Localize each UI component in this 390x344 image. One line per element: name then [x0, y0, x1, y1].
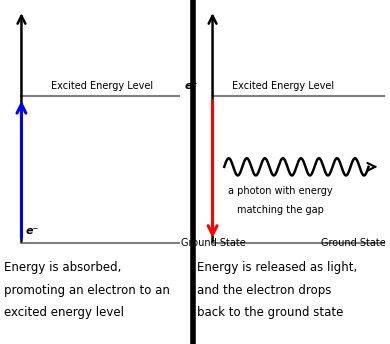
Text: Energy is released as light,: Energy is released as light,: [197, 261, 357, 275]
Text: e⁻: e⁻: [185, 81, 198, 91]
Text: and the electron drops: and the electron drops: [197, 284, 332, 297]
Text: a photon with energy: a photon with energy: [229, 186, 333, 196]
Text: Excited Energy Level: Excited Energy Level: [51, 81, 153, 91]
Text: e⁻: e⁻: [25, 226, 39, 236]
Text: Ground State: Ground State: [181, 237, 246, 248]
Text: Energy is absorbed,: Energy is absorbed,: [4, 261, 121, 275]
Text: excited energy level: excited energy level: [4, 306, 124, 319]
Text: matching the gap: matching the gap: [238, 205, 324, 215]
Text: Ground State: Ground State: [321, 237, 386, 248]
Text: Excited Energy Level: Excited Energy Level: [232, 81, 334, 91]
Text: promoting an electron to an: promoting an electron to an: [4, 284, 170, 297]
Text: back to the ground state: back to the ground state: [197, 306, 343, 319]
